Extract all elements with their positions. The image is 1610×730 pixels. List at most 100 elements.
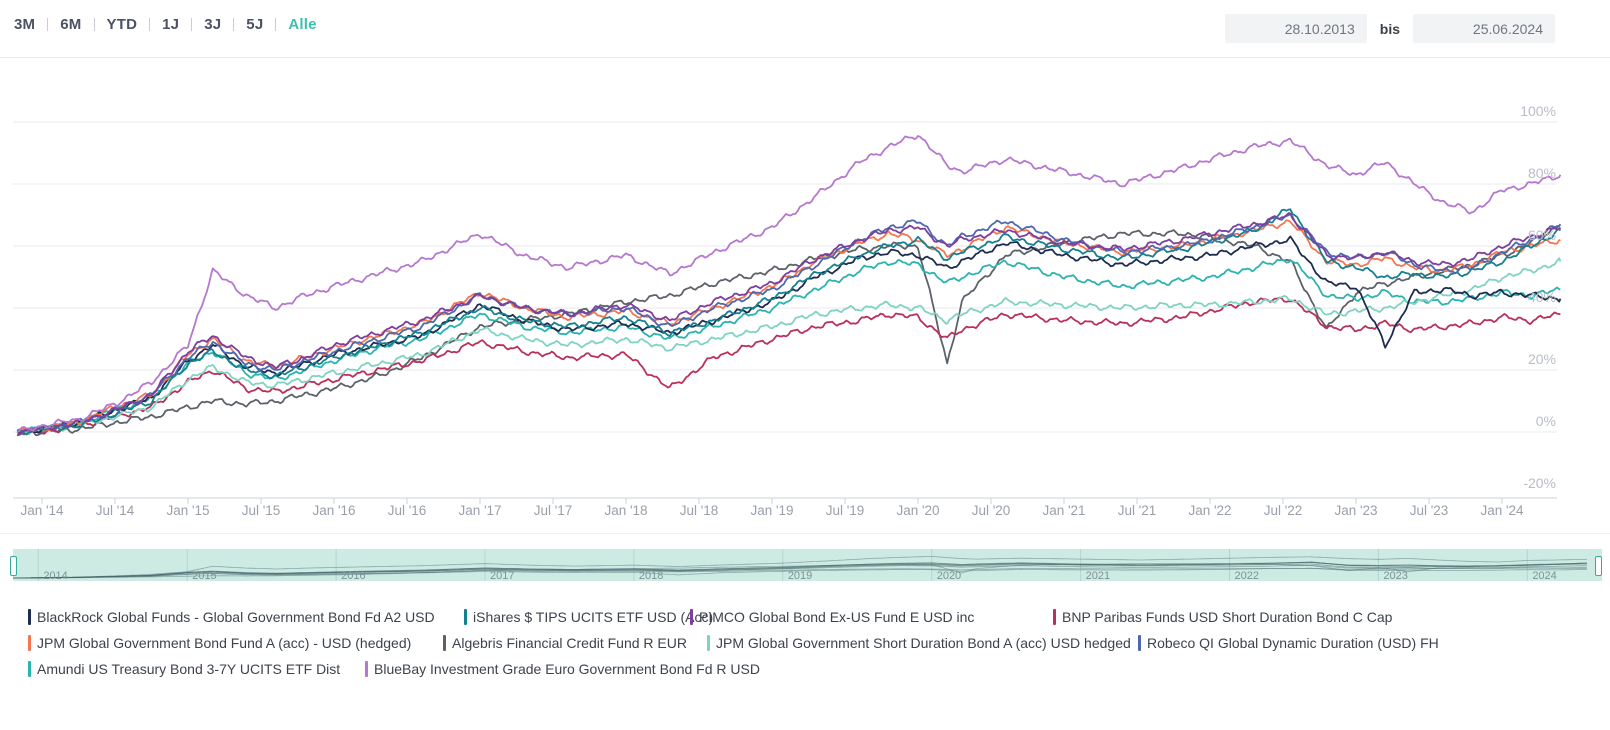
series-line[interactable] — [17, 257, 1562, 436]
navigator-handle-left[interactable] — [10, 556, 17, 576]
legend-item-algebris[interactable]: Algebris Financial Credit Fund R EUR — [443, 634, 687, 652]
legend-item-bnp[interactable]: BNP Paribas Funds USD Short Duration Bon… — [1053, 608, 1392, 626]
x-axis-tick-label: Jan '17 — [458, 503, 502, 518]
navigator-series-line — [13, 567, 1587, 579]
legend-item-jpm-global[interactable]: JPM Global Government Bond Fund A (acc) … — [28, 634, 411, 652]
series-line[interactable] — [16, 258, 1561, 434]
navigator-handle-right[interactable] — [1595, 556, 1602, 576]
range-button-ytd[interactable]: YTD — [106, 16, 138, 33]
navigator-series-line — [13, 556, 1587, 579]
series-line[interactable] — [16, 134, 1562, 434]
navigator-year-label: 2019 — [787, 570, 813, 582]
legend-item-blackrock[interactable]: BlackRock Global Funds - Global Governme… — [28, 608, 435, 626]
navigator-year-label: 2018 — [638, 570, 664, 582]
y-axis-tick-label: -20% — [1523, 475, 1556, 491]
navigator-year-label: 2016 — [341, 570, 366, 582]
legend-label: BNP Paribas Funds USD Short Duration Bon… — [1062, 609, 1393, 625]
range-button-5j[interactable]: 5J — [246, 16, 264, 33]
navigator-year-label: 2020 — [936, 570, 962, 582]
navigator-year-label: 2015 — [192, 570, 217, 582]
y-axis-tick-label: 100% — [1520, 103, 1556, 119]
x-axis-tick-label: Jul '18 — [679, 503, 719, 518]
series-line[interactable] — [17, 208, 1562, 436]
x-axis-tick-label: Jan '15 — [166, 503, 210, 518]
legend-item-ishares-tips[interactable]: iShares $ TIPS UCITS ETF USD (Acc) — [464, 608, 713, 626]
x-axis-tick-label: Jul '14 — [95, 503, 135, 518]
legend-marker — [28, 661, 31, 677]
x-axis-tick-label: Jul '23 — [1409, 503, 1449, 518]
legend-label: BlackRock Global Funds - Global Governme… — [37, 609, 435, 625]
legend-marker — [28, 635, 31, 651]
legend-item-amundi[interactable]: Amundi US Treasury Bond 3-7Y UCITS ETF D… — [28, 660, 340, 678]
range-button-1j[interactable]: 1J — [162, 16, 180, 33]
series-line[interactable] — [16, 223, 1562, 437]
series-line[interactable] — [16, 212, 1562, 436]
legend-marker — [690, 609, 693, 625]
legend-item-jpm-short[interactable]: JPM Global Government Short Duration Bon… — [707, 634, 1131, 652]
x-axis-tick-label: Jan '23 — [1334, 503, 1378, 518]
legend-label: Amundi US Treasury Bond 3-7Y UCITS ETF D… — [37, 661, 341, 677]
navigator-year-label: 2017 — [490, 570, 515, 582]
x-axis-tick-label: Jul '15 — [241, 503, 281, 518]
y-axis-tick-label: 80% — [1527, 165, 1556, 181]
navigator-series-line — [13, 565, 1587, 579]
time-range-selector: 3M 6M YTD 1J 3J 5J Alle — [14, 16, 317, 33]
range-button-6m[interactable]: 6M — [60, 16, 82, 33]
x-axis-tick-label: Jan '16 — [312, 503, 356, 518]
x-axis-tick-label: Jul '17 — [533, 503, 573, 518]
range-separator — [233, 18, 235, 31]
x-axis-tick-label: Jan '18 — [604, 503, 648, 518]
performance-line-chart[interactable] — [0, 0, 1610, 540]
x-axis-tick-label: Jul '21 — [1117, 503, 1157, 518]
range-separator — [47, 18, 49, 31]
series-line[interactable] — [17, 296, 1561, 436]
y-axis-tick-label: 40% — [1527, 289, 1556, 305]
navigator-series-line — [13, 564, 1587, 579]
range-separator — [191, 18, 193, 31]
x-axis-tick-label: Jan '21 — [1042, 503, 1086, 518]
navigator-year-label: 2022 — [1234, 570, 1259, 582]
navigator-divider — [0, 533, 1610, 534]
navigator-year-label: 2014 — [43, 570, 68, 582]
date-to-input[interactable] — [1413, 14, 1555, 43]
legend-marker — [1138, 635, 1141, 651]
x-axis-tick-label: Jan '19 — [750, 503, 794, 518]
legend-label: iShares $ TIPS UCITS ETF USD (Acc) — [473, 609, 714, 625]
range-button-3j[interactable]: 3J — [204, 16, 222, 33]
x-axis-tick-label: Jul '19 — [825, 503, 865, 518]
legend-item-bluebay[interactable]: BlueBay Investment Grade Euro Government… — [365, 660, 760, 678]
toolbar-divider — [0, 57, 1610, 58]
legend-label: BlueBay Investment Grade Euro Government… — [374, 661, 760, 677]
x-axis-tick-label: Jul '16 — [387, 503, 427, 518]
x-axis-tick-label: Jan '20 — [896, 503, 940, 518]
legend-marker — [707, 635, 710, 651]
legend-marker — [1053, 609, 1056, 625]
navigator-year-label: 2024 — [1532, 570, 1557, 582]
legend-marker — [443, 635, 446, 651]
legend-label: JPM Global Government Short Duration Bon… — [716, 635, 1131, 651]
navigator-year-label: 2021 — [1085, 570, 1111, 582]
date-from-input[interactable] — [1224, 14, 1367, 43]
range-button-alle[interactable]: Alle — [288, 16, 317, 33]
x-axis-tick-label: Jul '22 — [1263, 503, 1303, 518]
y-axis-tick-label: 60% — [1527, 227, 1556, 243]
date-range-between-label: bis — [1379, 20, 1400, 37]
legend-label: Robeco QI Global Dynamic Duration (USD) … — [1147, 635, 1439, 651]
x-axis-tick-label: Jan '22 — [1188, 503, 1232, 518]
x-axis-tick-label: Jul '20 — [971, 503, 1011, 518]
y-axis-tick-label: 20% — [1527, 351, 1556, 367]
navigator-series-line — [13, 562, 1587, 579]
legend-marker — [365, 661, 368, 677]
navigator-year-label: 2023 — [1383, 570, 1408, 582]
range-button-3m[interactable]: 3M — [14, 16, 36, 33]
range-separator — [275, 18, 277, 31]
x-axis-tick-label: Jan '14 — [20, 503, 64, 518]
navigator-mini-chart[interactable] — [0, 549, 1610, 582]
legend-label: PIMCO Global Bond Ex-US Fund E USD inc — [699, 609, 975, 625]
navigator-series-line — [13, 561, 1587, 579]
legend-item-pimco[interactable]: PIMCO Global Bond Ex-US Fund E USD inc — [690, 608, 974, 626]
range-navigator[interactable]: 2014 2015 2016 2017 2018 2019 2020 2021 2022 2023… — [0, 549, 1610, 582]
legend-item-robeco[interactable]: Robeco QI Global Dynamic Duration (USD) … — [1138, 634, 1439, 652]
series-line[interactable] — [16, 212, 1562, 437]
